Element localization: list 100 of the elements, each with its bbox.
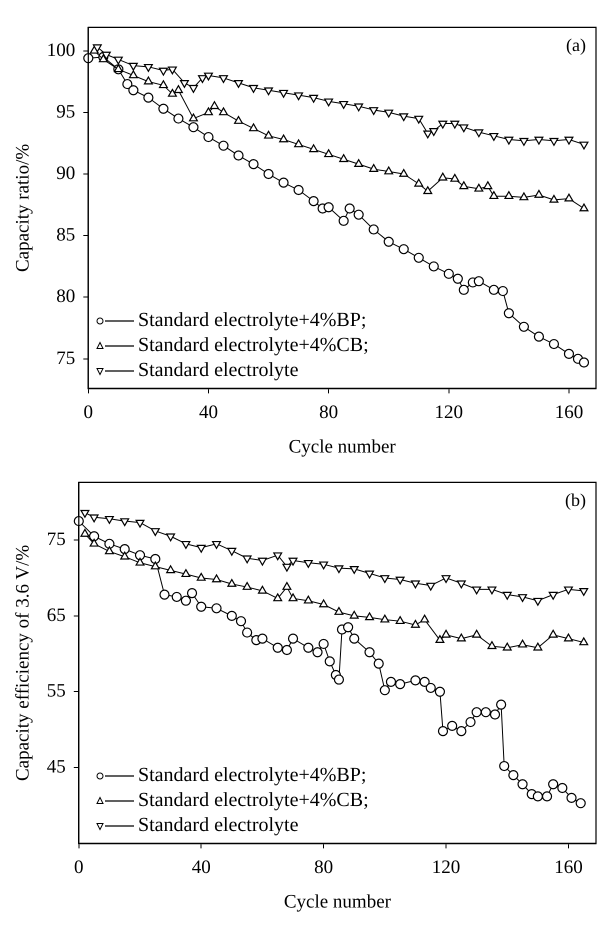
point	[499, 760, 510, 772]
point	[438, 120, 448, 129]
point	[211, 603, 222, 614]
point	[134, 550, 146, 560]
y-tick-label: 100	[46, 40, 76, 61]
point	[203, 132, 214, 142]
annotation: (b)	[565, 490, 586, 510]
point	[92, 44, 102, 52]
y-tick-label: 85	[56, 224, 76, 246]
point	[434, 686, 446, 697]
point	[576, 798, 586, 808]
point	[120, 518, 130, 526]
point	[532, 791, 543, 802]
point	[504, 191, 514, 200]
point	[174, 85, 183, 94]
point	[168, 66, 177, 74]
point	[98, 54, 108, 62]
x-axis-title: Cycle number	[288, 436, 396, 458]
point	[579, 637, 588, 646]
x-tick-label: 40	[198, 402, 218, 423]
point	[435, 635, 444, 643]
point	[282, 582, 292, 590]
point	[136, 558, 145, 566]
point	[518, 640, 528, 648]
point	[442, 575, 451, 584]
point	[181, 569, 190, 578]
point	[278, 178, 289, 188]
point	[212, 574, 222, 582]
point	[489, 132, 498, 141]
point	[173, 113, 184, 124]
point	[459, 181, 468, 190]
point	[487, 586, 496, 594]
point	[339, 100, 348, 109]
point	[334, 674, 344, 685]
point	[428, 261, 439, 272]
point	[89, 531, 100, 542]
legend-label: Standard electrolyte	[138, 358, 298, 383]
point	[566, 792, 577, 803]
y-tick-label: 75	[46, 529, 66, 550]
point	[168, 88, 177, 97]
point	[166, 565, 176, 574]
point	[420, 614, 430, 623]
point	[442, 630, 451, 638]
point	[456, 580, 466, 588]
x-tick-label: 160	[554, 856, 583, 878]
point	[438, 172, 448, 181]
y-tick-label: 95	[56, 101, 76, 122]
point	[181, 540, 190, 549]
point	[354, 159, 364, 168]
point	[517, 779, 528, 790]
point	[210, 101, 219, 110]
point	[502, 642, 512, 651]
point	[324, 656, 335, 666]
point	[410, 620, 420, 628]
point	[218, 75, 228, 84]
point	[344, 203, 355, 214]
point	[350, 566, 359, 574]
point	[150, 528, 160, 536]
point	[364, 647, 375, 658]
point	[354, 210, 364, 220]
point	[452, 274, 463, 284]
point	[144, 76, 153, 84]
point	[324, 149, 334, 158]
point	[465, 716, 476, 728]
point	[102, 52, 111, 60]
point	[273, 593, 282, 602]
point	[564, 348, 574, 359]
point	[120, 544, 130, 554]
point	[488, 284, 499, 295]
point	[282, 644, 292, 656]
x-tick-label: 120	[434, 402, 464, 423]
point	[234, 80, 244, 88]
point	[212, 540, 222, 549]
point	[414, 116, 424, 124]
point	[227, 548, 236, 556]
point	[90, 514, 99, 522]
point	[410, 675, 421, 686]
point	[426, 582, 436, 591]
point	[114, 56, 123, 65]
point	[288, 634, 298, 644]
y-tick-label: 90	[56, 163, 76, 184]
point	[90, 538, 99, 547]
point	[557, 782, 568, 794]
point	[242, 582, 252, 590]
point	[399, 168, 408, 177]
point	[444, 268, 454, 279]
legend-label: Standard electrolyte+4%BP;	[138, 308, 366, 333]
point	[236, 616, 246, 626]
point	[180, 80, 189, 88]
point	[186, 588, 198, 598]
point	[272, 642, 283, 653]
point	[309, 94, 318, 103]
point	[374, 658, 384, 669]
point	[159, 590, 170, 600]
point	[264, 87, 274, 96]
point	[384, 236, 394, 247]
point	[365, 612, 374, 620]
point	[196, 572, 206, 581]
point	[426, 682, 436, 694]
point	[249, 84, 258, 93]
